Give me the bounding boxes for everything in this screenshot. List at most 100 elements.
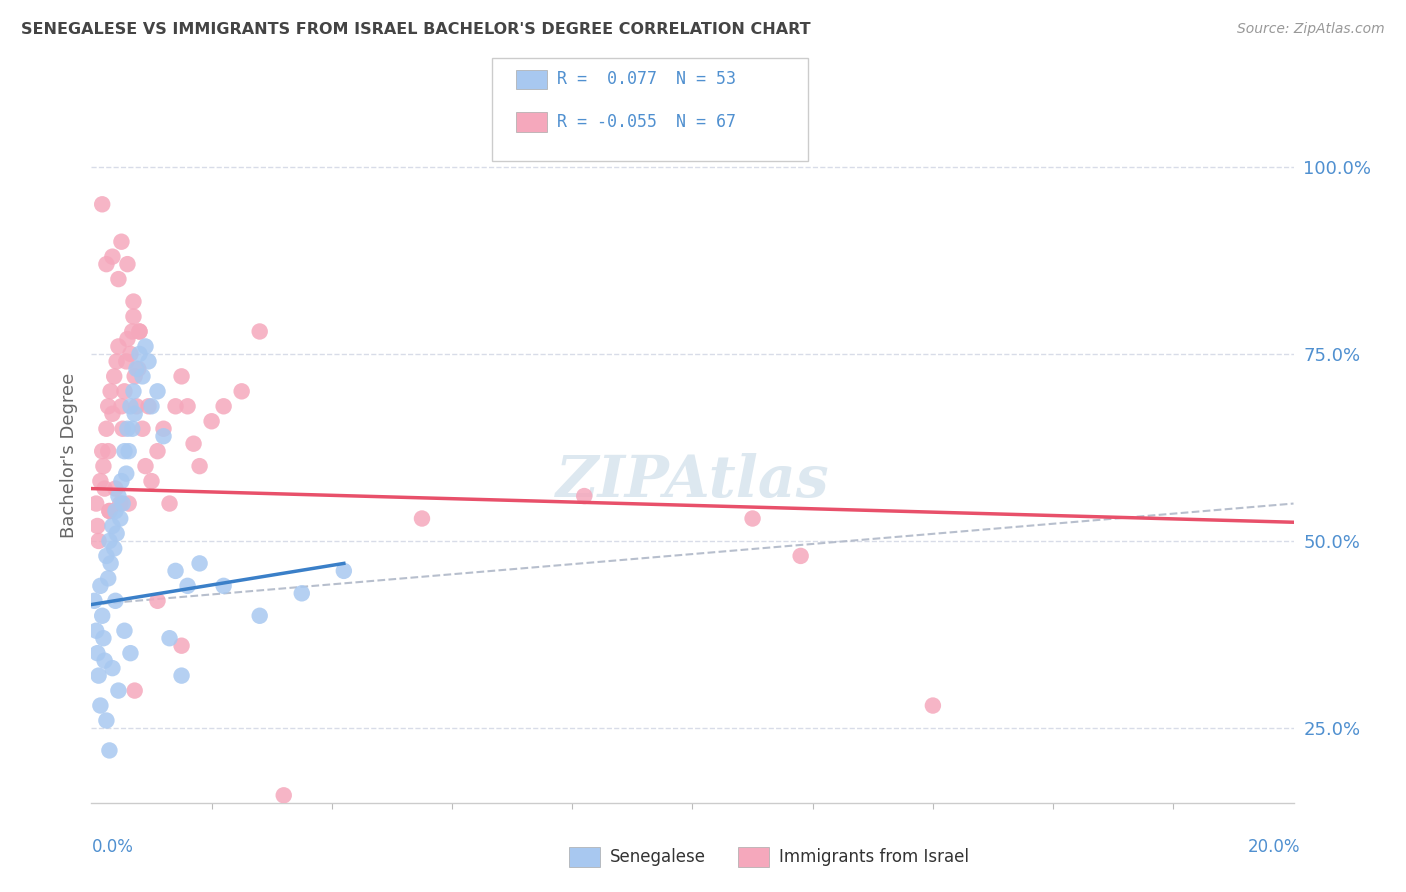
Point — [159, 497, 181, 511]
Point — [741, 511, 763, 525]
Point — [212, 399, 235, 413]
Point — [146, 384, 169, 399]
Point — [128, 347, 150, 361]
Point — [176, 399, 198, 413]
Point — [249, 608, 271, 623]
Point — [110, 235, 132, 249]
Point — [105, 354, 128, 368]
Point — [96, 257, 118, 271]
Point — [249, 325, 271, 339]
Point — [103, 541, 125, 556]
Point — [114, 444, 136, 458]
Point — [96, 422, 118, 436]
Point — [231, 384, 253, 399]
Point — [87, 668, 110, 682]
Point — [104, 482, 127, 496]
Point — [91, 608, 114, 623]
Point — [131, 369, 153, 384]
Point — [115, 354, 138, 368]
Point — [120, 646, 142, 660]
Point — [118, 444, 141, 458]
Point — [170, 668, 193, 682]
Point — [98, 533, 121, 548]
Point — [212, 579, 235, 593]
Point — [101, 407, 124, 421]
Point — [273, 789, 295, 803]
Point — [128, 325, 150, 339]
Point — [98, 504, 121, 518]
Point — [128, 325, 150, 339]
Point — [110, 511, 132, 525]
Point — [125, 362, 148, 376]
Point — [101, 661, 124, 675]
Text: Senegalese: Senegalese — [610, 848, 706, 866]
Point — [97, 399, 120, 413]
Point — [225, 833, 247, 847]
Point — [134, 459, 156, 474]
Point — [117, 422, 139, 436]
Text: R = -0.055: R = -0.055 — [557, 113, 657, 131]
Point — [121, 325, 143, 339]
Point — [188, 459, 211, 474]
Point — [100, 384, 122, 399]
Point — [91, 197, 114, 211]
Point — [93, 654, 115, 668]
Point — [93, 631, 115, 645]
Point — [176, 579, 198, 593]
Point — [96, 714, 118, 728]
Point — [93, 459, 115, 474]
Point — [101, 250, 124, 264]
Point — [86, 646, 108, 660]
Point — [89, 474, 111, 488]
Point — [96, 549, 118, 563]
Text: 0.0%: 0.0% — [91, 838, 134, 855]
Point — [97, 571, 120, 585]
Point — [107, 272, 129, 286]
Point — [141, 474, 163, 488]
Point — [83, 594, 105, 608]
Text: N = 53: N = 53 — [676, 70, 737, 88]
Point — [97, 444, 120, 458]
Point — [110, 399, 132, 413]
Text: R =  0.077: R = 0.077 — [557, 70, 657, 88]
Point — [183, 833, 205, 847]
Point — [121, 422, 143, 436]
Point — [922, 698, 945, 713]
Point — [146, 594, 169, 608]
Text: SENEGALESE VS IMMIGRANTS FROM ISRAEL BACHELOR'S DEGREE CORRELATION CHART: SENEGALESE VS IMMIGRANTS FROM ISRAEL BAC… — [21, 22, 811, 37]
Point — [100, 557, 122, 571]
Point — [201, 414, 224, 428]
Text: N = 67: N = 67 — [676, 113, 737, 131]
Point — [170, 369, 193, 384]
Point — [124, 369, 146, 384]
Point — [122, 310, 145, 324]
Point — [574, 489, 596, 503]
Point — [124, 407, 146, 421]
Point — [84, 497, 107, 511]
Point — [115, 467, 138, 481]
Point — [124, 683, 146, 698]
Point — [138, 399, 160, 413]
Point — [170, 639, 193, 653]
Text: 20.0%: 20.0% — [1249, 838, 1301, 855]
Point — [125, 399, 148, 413]
Point — [165, 399, 187, 413]
Point — [98, 743, 121, 757]
Point — [89, 579, 111, 593]
Point — [107, 489, 129, 503]
Point — [114, 624, 136, 638]
Point — [152, 429, 174, 443]
Point — [111, 497, 134, 511]
Point — [111, 422, 134, 436]
Point — [117, 332, 139, 346]
Point — [134, 339, 156, 353]
Point — [141, 399, 163, 413]
Point — [411, 511, 433, 525]
Point — [152, 422, 174, 436]
Text: Immigrants from Israel: Immigrants from Israel — [779, 848, 969, 866]
Point — [103, 369, 125, 384]
Point — [89, 698, 111, 713]
Point — [165, 564, 187, 578]
Point — [104, 504, 127, 518]
Point — [188, 557, 211, 571]
